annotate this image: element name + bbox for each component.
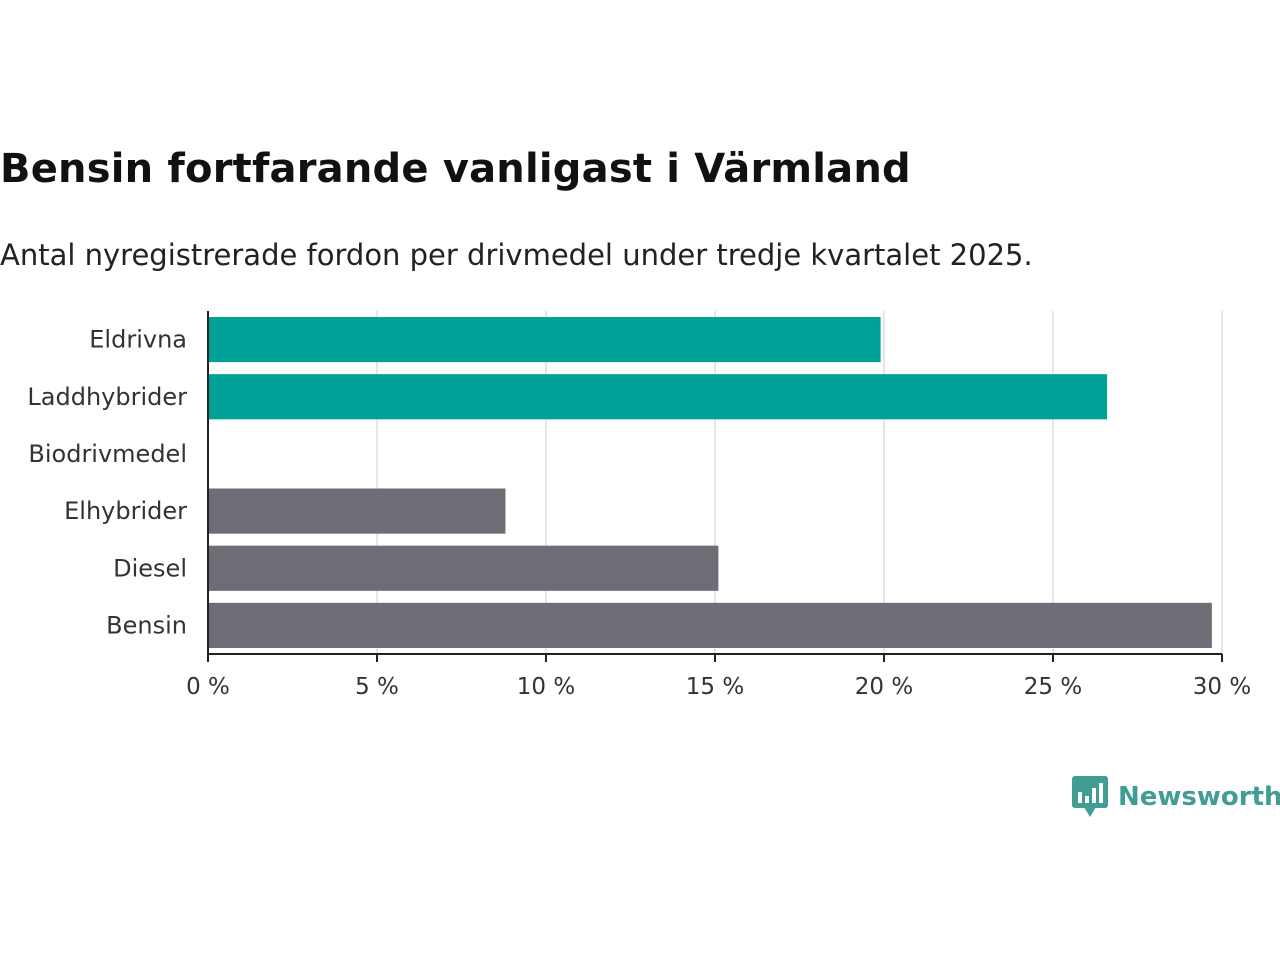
newsworthy-logo-text: Newsworthy <box>1118 782 1280 812</box>
category-label-1: Laddhybrider <box>27 383 187 411</box>
x-tick-label-0: 0 % <box>186 674 230 700</box>
newsworthy-logo-icon <box>1072 776 1108 817</box>
bar-1 <box>208 374 1108 420</box>
category-label-2: Biodrivmedel <box>28 440 187 468</box>
x-tick-label-6: 30 % <box>1193 674 1251 700</box>
bar-5 <box>208 602 1212 648</box>
x-tick-label-5: 25 % <box>1024 674 1082 700</box>
bar-0 <box>208 317 881 363</box>
chart-subtitle: Antal nyregistrerade fordon per drivmede… <box>0 238 1033 272</box>
x-tick-label-1: 5 % <box>355 674 399 700</box>
category-label-4: Diesel <box>113 554 187 582</box>
category-label-5: Bensin <box>106 611 187 639</box>
category-label-3: Elhybrider <box>64 497 187 525</box>
newsworthy-logo: Newsworthy <box>1072 776 1280 818</box>
x-tick-label-3: 15 % <box>686 674 744 700</box>
category-label-0: Eldrivna <box>89 326 187 354</box>
chart-title: Bensin fortfarande vanligast i Värmland <box>0 146 911 192</box>
x-tick-label-2: 10 % <box>517 674 575 700</box>
x-tick-label-4: 20 % <box>855 674 913 700</box>
bar-4 <box>208 545 719 591</box>
bar-3 <box>208 488 506 534</box>
